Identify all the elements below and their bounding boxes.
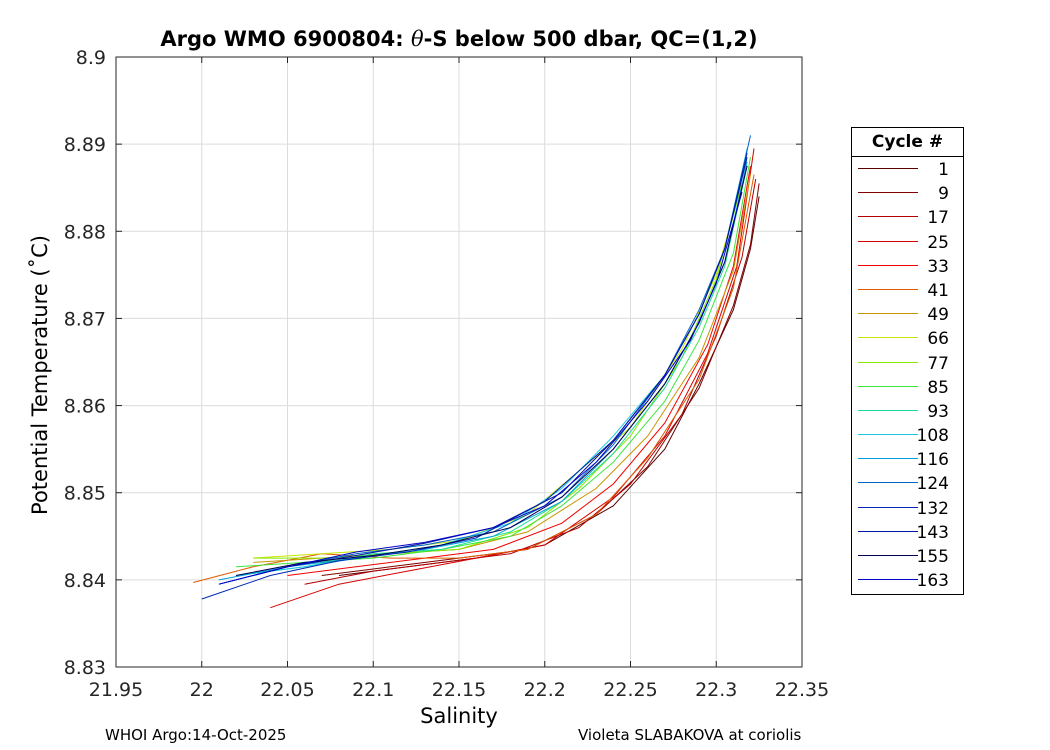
legend-label: 93: [927, 401, 949, 422]
legend-label: 77: [927, 353, 949, 374]
legend-label: 66: [927, 329, 949, 350]
series-line-cycle-25: [270, 148, 755, 609]
legend-swatch: [858, 192, 918, 194]
x-tick-label: 22.05: [260, 679, 314, 701]
legend-label: 25: [927, 232, 949, 253]
legend-label: 1: [938, 160, 949, 180]
legend-label: 85: [927, 377, 949, 398]
legend-entry: 49: [852, 302, 963, 326]
legend-entry: 9: [852, 181, 963, 205]
legend-swatch: [858, 240, 918, 242]
legend-swatch: [858, 313, 918, 315]
title-rest: -S below 500 dbar, QC=(1,2): [423, 27, 758, 51]
legend-label: 132: [916, 498, 949, 519]
x-tick-label: 22.1: [352, 679, 394, 701]
y-axis-label: Potential Temperature (˚C): [28, 235, 52, 515]
y-tick-label: 8.87: [64, 308, 106, 330]
title-main: Argo WMO 6900804:: [160, 27, 411, 51]
legend-swatch: [858, 264, 918, 266]
legend-entry: 116: [852, 447, 963, 471]
legend-entry: 143: [852, 520, 963, 544]
legend-swatch: [858, 385, 918, 387]
legend-entry: 93: [852, 399, 963, 423]
legend-entry: 108: [852, 423, 963, 447]
legend-swatch: [858, 409, 918, 411]
legend-swatch: [858, 530, 918, 532]
legend-label: 17: [927, 208, 949, 229]
y-tick-label: 8.83: [64, 657, 106, 679]
legend: Cycle # 1 9 17 25 33 41 49 66 77 85 93 108 116 124 132…: [851, 127, 964, 595]
legend-label: 116: [916, 450, 949, 471]
legend-entry: 33: [852, 254, 963, 278]
legend-label: 9: [938, 184, 949, 205]
series-line-cycle-9: [321, 183, 760, 576]
x-tick-label: 22.3: [695, 679, 737, 701]
legend-entry: 132: [852, 496, 963, 520]
series-line-cycle-163: [218, 191, 743, 585]
legend-entry: 124: [852, 471, 963, 495]
legend-swatch: [858, 458, 918, 460]
legend-swatch: [858, 434, 918, 436]
legend-swatch: [858, 482, 918, 484]
legend-label: 49: [927, 305, 949, 326]
footer-credit-author: Violeta SLABAKOVA at coriolis: [578, 726, 802, 744]
legend-label: 143: [916, 522, 949, 543]
legend-entry: 41: [852, 278, 963, 302]
legend-label: 41: [927, 280, 949, 301]
legend-swatch: [858, 506, 918, 508]
chart-title: Argo WMO 6900804: θ-S below 500 dbar, QC…: [116, 27, 802, 51]
y-tick-label: 8.88: [64, 221, 106, 243]
legend-label: 155: [916, 547, 949, 567]
x-tick-label: 21.95: [89, 679, 143, 701]
y-tick-label: 8.89: [64, 134, 106, 156]
x-tick-label: 22.25: [603, 679, 657, 701]
x-tick-label: 22.35: [775, 679, 829, 701]
legend-entry: 77: [852, 351, 963, 375]
legend-swatch: [858, 579, 918, 581]
legend-label: 33: [927, 256, 949, 277]
legend-swatch: [858, 555, 918, 556]
series-lines: [193, 135, 760, 609]
legend-entry: 85: [852, 375, 963, 399]
y-tick-label: 8.9: [76, 47, 106, 69]
legend-title: Cycle #: [852, 128, 963, 157]
x-tick-label: 22: [190, 679, 214, 701]
legend-label: 163: [916, 571, 949, 592]
legend-entry: 1: [852, 157, 963, 181]
axis-ticks: 21.95 22 22.05 22.1 22.15 22.2 22.25 22.3 22.35 8…: [64, 47, 830, 701]
legend-entry: 163: [852, 568, 963, 592]
x-tick-label: 22.2: [524, 679, 566, 701]
legend-swatch: [858, 361, 918, 363]
series-line-cycle-33: [287, 165, 751, 576]
legend-label: 124: [916, 474, 949, 495]
y-tick-label: 8.86: [64, 396, 106, 418]
x-axis-label: Salinity: [420, 704, 498, 728]
legend-swatch: [858, 216, 918, 218]
legend-entries: 1 9 17 25 33 41 49 66 77 85 93 108 116 124 132 143 155 16…: [852, 157, 963, 592]
legend-entry: 66: [852, 326, 963, 350]
title-theta: θ: [410, 27, 424, 51]
x-tick-label: 22.15: [432, 679, 486, 701]
legend-label: 108: [916, 426, 949, 447]
y-tick-label: 8.84: [64, 570, 106, 592]
legend-swatch: [858, 288, 918, 290]
footer-credit-date: WHOI Argo:14-Oct-2025: [105, 726, 287, 744]
legend-swatch: [858, 168, 918, 169]
legend-entry: 17: [852, 205, 963, 229]
legend-entry: 25: [852, 230, 963, 254]
legend-swatch: [858, 337, 918, 339]
legend-entry: 155: [852, 544, 963, 568]
y-tick-label: 8.85: [64, 483, 106, 505]
